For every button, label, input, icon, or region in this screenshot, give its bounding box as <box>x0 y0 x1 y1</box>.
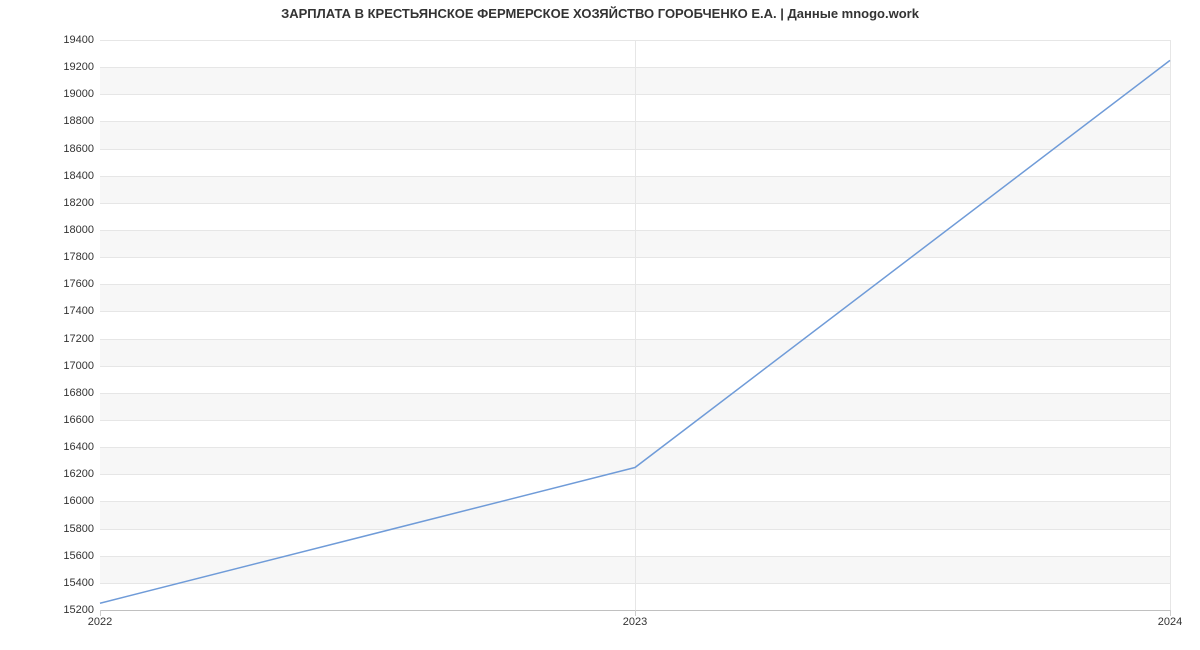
y-tick-label: 17000 <box>63 360 94 372</box>
y-tick-label: 15400 <box>63 577 94 589</box>
y-tick-label: 19000 <box>63 88 94 100</box>
chart-title: ЗАРПЛАТА В КРЕСТЬЯНСКОЕ ФЕРМЕРСКОЕ ХОЗЯЙ… <box>0 6 1200 21</box>
x-tick-label: 2023 <box>623 616 647 628</box>
y-tick-label: 15800 <box>63 523 94 535</box>
y-tick-label: 18800 <box>63 115 94 127</box>
y-tick-label: 18400 <box>63 170 94 182</box>
y-tick-label: 15200 <box>63 604 94 616</box>
x-tick-label: 2024 <box>1158 616 1182 628</box>
y-tick-label: 16400 <box>63 441 94 453</box>
y-tick-label: 16000 <box>63 495 94 507</box>
y-tick-label: 18200 <box>63 197 94 209</box>
y-tick-label: 17800 <box>63 251 94 263</box>
y-tick-label: 16800 <box>63 387 94 399</box>
y-tick-label: 18600 <box>63 143 94 155</box>
y-tick-label: 17400 <box>63 305 94 317</box>
y-tick-label: 16200 <box>63 468 94 480</box>
y-tick-label: 19400 <box>63 34 94 46</box>
salary-line-chart: ЗАРПЛАТА В КРЕСТЬЯНСКОЕ ФЕРМЕРСКОЕ ХОЗЯЙ… <box>0 0 1200 650</box>
y-tick-label: 18000 <box>63 224 94 236</box>
x-grid-line <box>1170 40 1171 610</box>
plot-area: 1520015400156001580016000162001640016600… <box>100 40 1170 610</box>
y-tick-label: 17200 <box>63 333 94 345</box>
y-tick-label: 17600 <box>63 278 94 290</box>
y-tick-label: 19200 <box>63 61 94 73</box>
series-line <box>100 40 1170 610</box>
x-tick-label: 2022 <box>88 616 112 628</box>
y-tick-label: 16600 <box>63 414 94 426</box>
y-tick-label: 15600 <box>63 550 94 562</box>
